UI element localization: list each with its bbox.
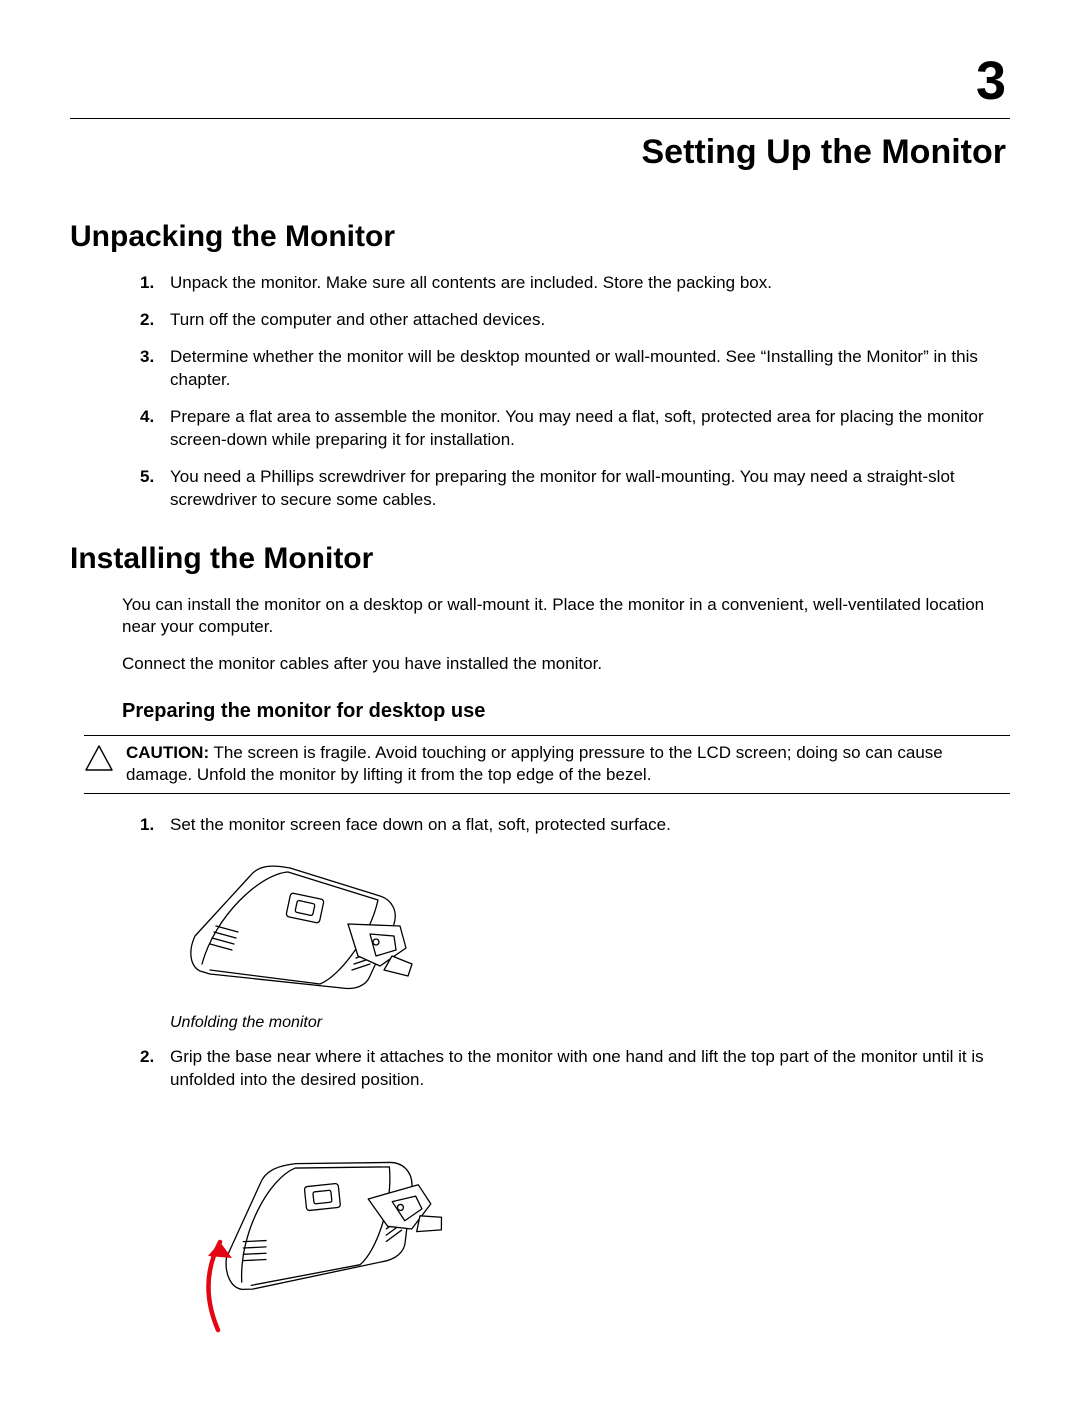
list-item: 5.You need a Phillips screwdriver for pr…	[140, 466, 1010, 512]
section-heading-unpacking: Unpacking the Monitor	[70, 220, 1010, 254]
step-text: Turn off the computer and other attached…	[170, 310, 545, 329]
caution-label: CAUTION:	[126, 743, 209, 762]
chapter-number: 3	[70, 50, 1010, 112]
figure-unfolding-1	[170, 856, 1010, 1006]
step-text: You need a Phillips screwdriver for prep…	[170, 467, 955, 509]
step-text: Grip the base near where it attaches to …	[170, 1047, 984, 1089]
list-item: 1.Unpack the monitor. Make sure all cont…	[140, 272, 1010, 295]
body-text: You can install the monitor on a desktop…	[70, 594, 1010, 640]
list-item: 4.Prepare a flat area to assemble the mo…	[140, 406, 1010, 452]
chapter-rule	[70, 118, 1010, 119]
caution-block: CAUTION: The screen is fragile. Avoid to…	[84, 735, 1010, 793]
figure-caption: Unfolding the monitor	[170, 1014, 1010, 1032]
step-text: Determine whether the monitor will be de…	[170, 347, 978, 389]
section-heading-installing: Installing the Monitor	[70, 542, 1010, 576]
desktop-steps: 1.Set the monitor screen face down on a …	[70, 814, 1010, 837]
list-item: 2.Grip the base near where it attaches t…	[140, 1046, 1010, 1092]
desktop-steps-2: 2.Grip the base near where it attaches t…	[70, 1046, 1010, 1092]
step-text: Set the monitor screen face down on a fl…	[170, 815, 671, 834]
list-item: 2.Turn off the computer and other attach…	[140, 309, 1010, 332]
list-item: 3.Determine whether the monitor will be …	[140, 346, 1010, 392]
caution-text: CAUTION: The screen is fragile. Avoid to…	[126, 742, 1010, 786]
caution-body: The screen is fragile. Avoid touching or…	[126, 743, 943, 784]
document-page: 3 Setting Up the Monitor Unpacking the M…	[0, 0, 1080, 1408]
step-text: Prepare a flat area to assemble the moni…	[170, 407, 984, 449]
step-text: Unpack the monitor. Make sure all conten…	[170, 273, 772, 292]
unpacking-steps: 1.Unpack the monitor. Make sure all cont…	[70, 272, 1010, 512]
chapter-title: Setting Up the Monitor	[70, 133, 1010, 172]
list-item: 1.Set the monitor screen face down on a …	[140, 814, 1010, 837]
caution-icon	[84, 742, 114, 772]
body-text: Connect the monitor cables after you hav…	[70, 653, 1010, 676]
subsection-heading: Preparing the monitor for desktop use	[122, 700, 1010, 723]
figure-unfolding-2	[170, 1112, 1010, 1342]
